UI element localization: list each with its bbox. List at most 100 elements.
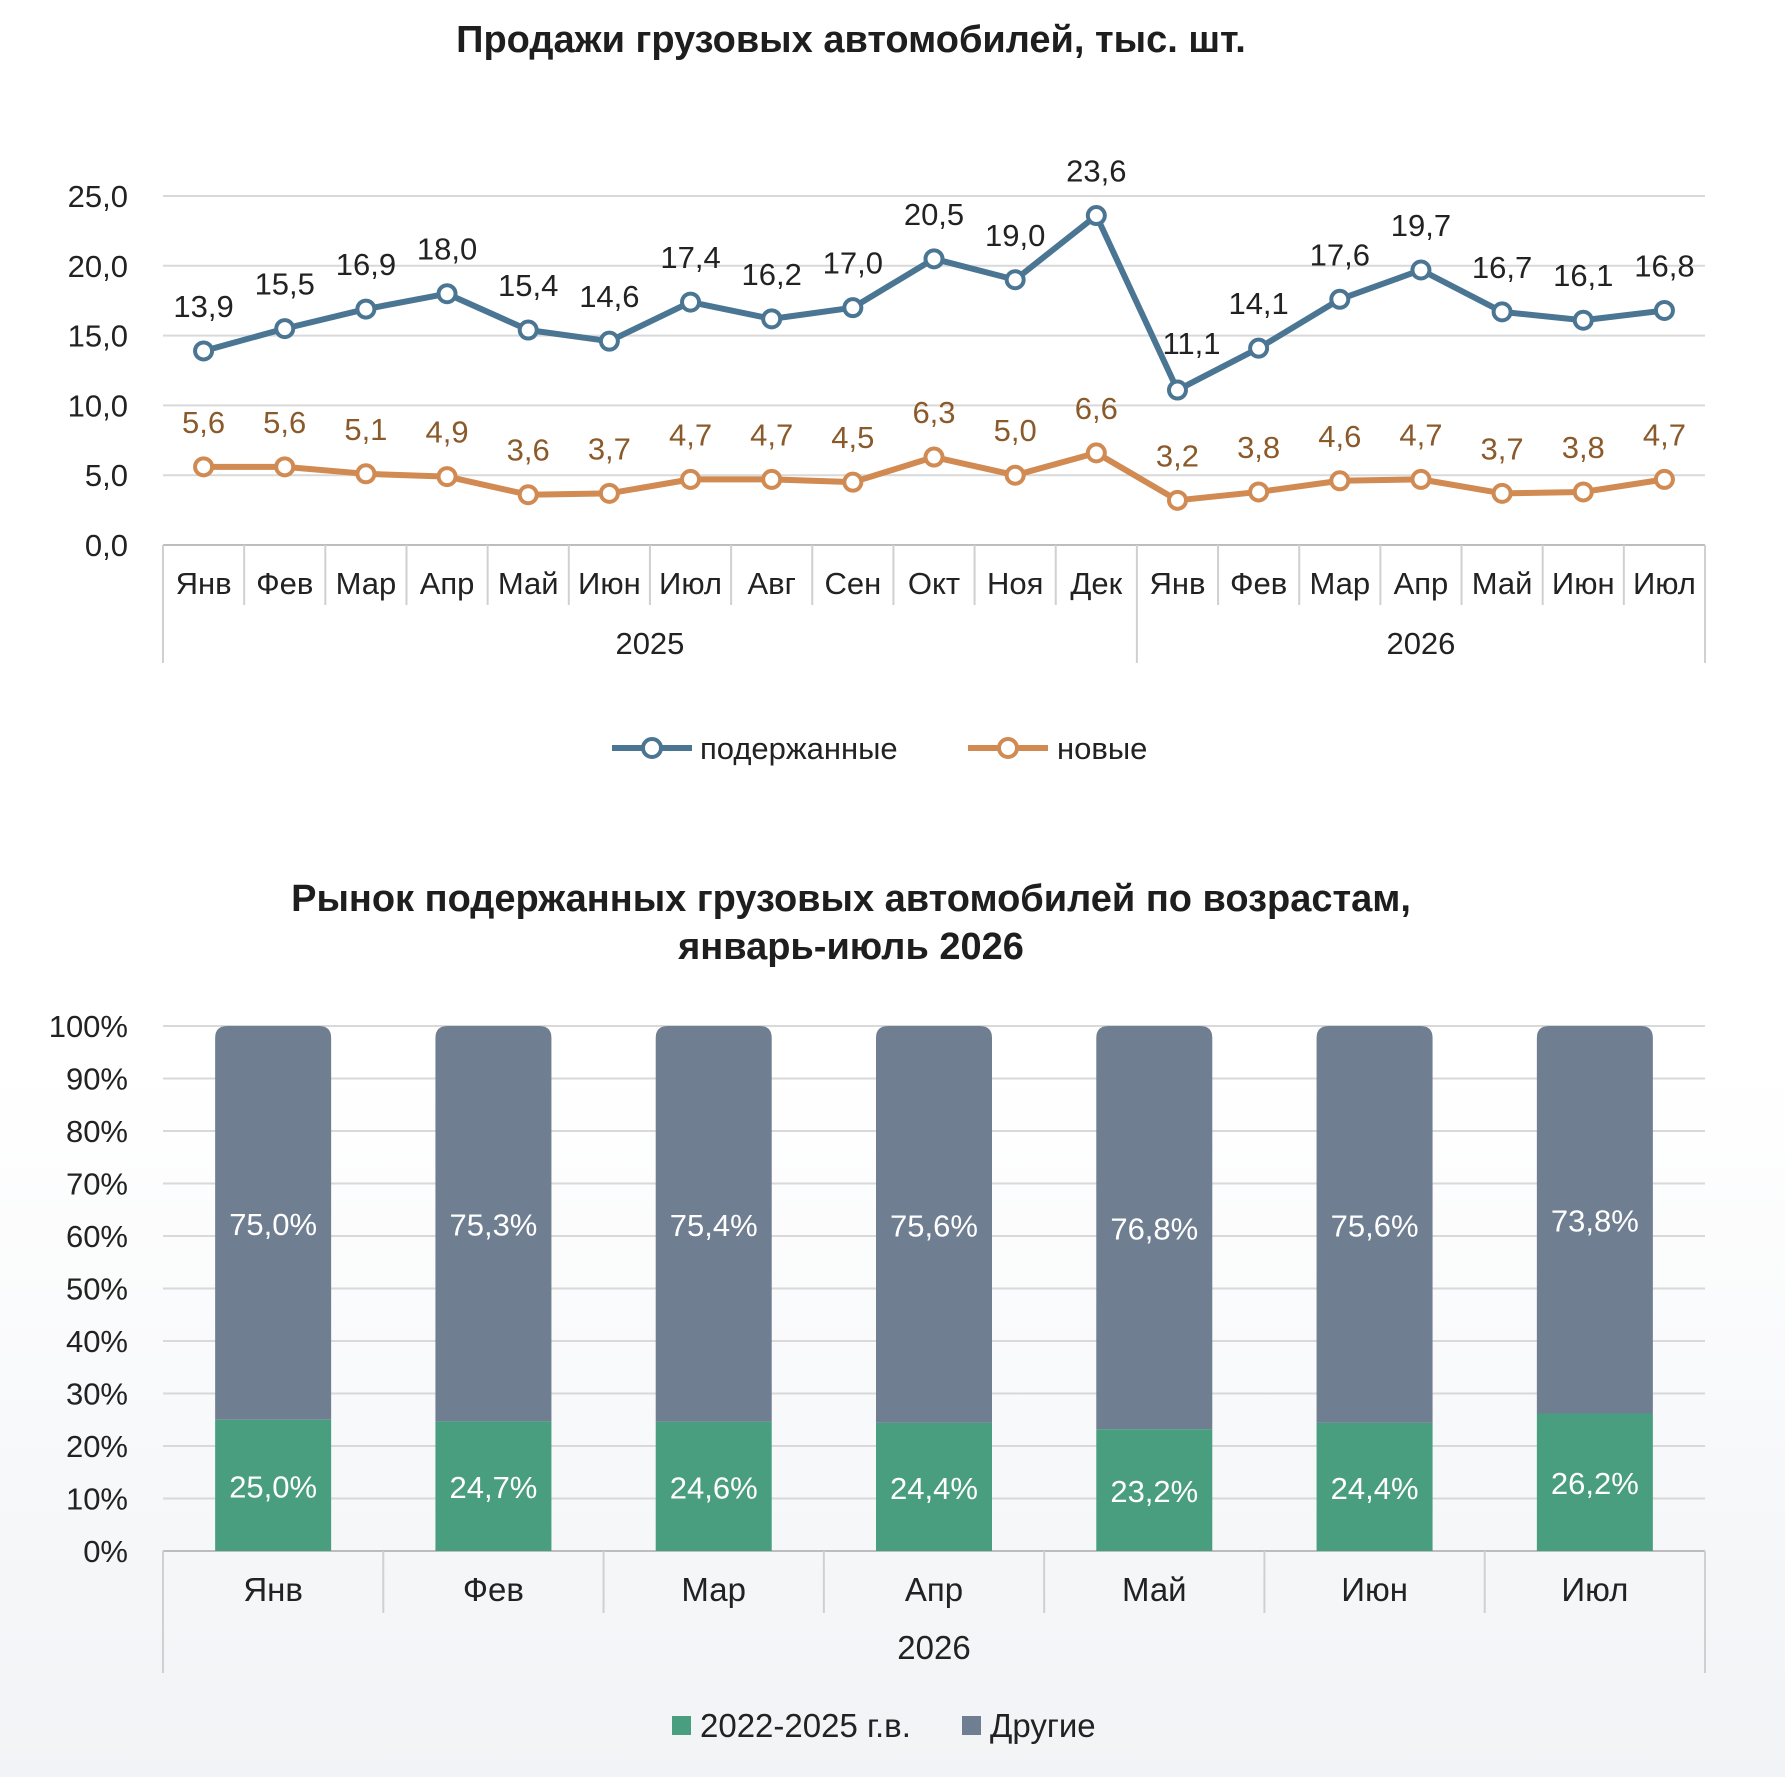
data-label: 17,4 — [660, 240, 720, 275]
data-point — [923, 446, 945, 468]
data-label: 17,6 — [1310, 237, 1370, 272]
data-label: 19,7 — [1391, 208, 1451, 243]
data-label: 15,5 — [255, 267, 315, 302]
bar-segment-Другие — [655, 1026, 772, 1422]
bar-segment-Другие — [215, 1026, 332, 1420]
data-point — [436, 283, 458, 305]
x-tick-label: Июл — [1561, 1571, 1628, 1608]
y-tick-label: 20,0 — [68, 249, 128, 284]
y-tick-label: 10,0 — [68, 388, 128, 423]
line-chart-title: Продажи грузовых автомобилей, тыс. шт. — [456, 19, 1246, 61]
data-label: 5,6 — [182, 405, 225, 440]
data-point — [598, 482, 620, 504]
legend-label: подержанные — [700, 731, 898, 766]
bar-segment-Другие — [435, 1026, 552, 1422]
data-label: 19,0 — [985, 218, 1045, 253]
data-label: 17,0 — [823, 246, 883, 281]
data-point — [842, 297, 864, 319]
x-tick-label: Дек — [1070, 566, 1122, 601]
y-tick-label: 30% — [66, 1377, 128, 1412]
bar-label: 75,3% — [449, 1208, 537, 1243]
bar-label: 75,6% — [890, 1208, 978, 1243]
data-label: 4,5 — [831, 420, 874, 455]
bar-segment-2022-2025 г.в. — [435, 1421, 552, 1551]
data-label: 16,7 — [1472, 250, 1532, 285]
data-point — [1248, 481, 1270, 503]
data-label: 3,8 — [1562, 430, 1605, 465]
y-tick-label: 25,0 — [68, 179, 128, 214]
legend-label: 2022-2025 г.в. — [700, 1707, 911, 1744]
bar-label: 25,0% — [229, 1469, 317, 1504]
y-tick-label: 50% — [66, 1272, 128, 1307]
data-label: 6,3 — [912, 395, 955, 430]
bar-label: 24,4% — [890, 1471, 978, 1506]
data-point — [1410, 468, 1432, 490]
bar-segment-2022-2025 г.в. — [215, 1419, 332, 1551]
x-tick-label: Июл — [659, 566, 722, 601]
y-tick-label: 0% — [83, 1534, 128, 1569]
data-point — [761, 468, 783, 490]
x-tick-label: Ноя — [987, 566, 1043, 601]
data-label: 18,0 — [417, 232, 477, 267]
x-tick-label: Апр — [1394, 566, 1449, 601]
data-point — [1166, 489, 1188, 511]
y-tick-label: 80% — [66, 1114, 128, 1149]
bar-segment-Другие — [876, 1026, 992, 1423]
data-point — [1491, 301, 1513, 323]
x-tick-label: Фев — [463, 1571, 524, 1608]
bar-label: 75,4% — [670, 1208, 758, 1243]
data-label: 11,1 — [1162, 326, 1220, 361]
bar-label: 24,4% — [1331, 1471, 1419, 1506]
data-label: 4,7 — [1643, 417, 1686, 452]
bar-label: 23,2% — [1110, 1474, 1198, 1509]
data-point — [1248, 337, 1270, 359]
y-tick-label: 60% — [66, 1219, 128, 1254]
x-tick-label: Окт — [908, 566, 960, 601]
bar-segment-Другие — [1096, 1026, 1213, 1430]
bar-chart-title-line: Рынок подержанных грузовых автомобилей п… — [291, 878, 1411, 920]
data-label: 15,4 — [498, 268, 558, 303]
data-label: 3,7 — [588, 431, 631, 466]
data-point — [1004, 464, 1026, 486]
x-tick-label: Авг — [747, 566, 795, 601]
data-label: 14,1 — [1228, 286, 1288, 321]
legend-marker — [641, 737, 663, 759]
x-tick-label: Фев — [1230, 566, 1287, 601]
y-tick-label: 20% — [66, 1429, 128, 1464]
x-tick-label: Июн — [1341, 1571, 1408, 1608]
data-label: 3,7 — [1481, 431, 1524, 466]
x-tick-label: Май — [1122, 1571, 1187, 1608]
x-tick-label: Июн — [1552, 566, 1615, 601]
bar-chart-title-line: январь-июль 2026 — [677, 926, 1024, 968]
bar-segment-2022-2025 г.в. — [876, 1422, 992, 1551]
x-tick-label: Июл — [1633, 566, 1696, 601]
bar-label: 75,6% — [1331, 1208, 1419, 1243]
x-tick-label: Апр — [420, 566, 475, 601]
data-point — [1410, 259, 1432, 281]
data-label: 3,6 — [507, 433, 550, 468]
x-tick-label: Янв — [1149, 566, 1205, 601]
data-point — [842, 471, 864, 493]
x-tick-label: Мар — [336, 566, 397, 601]
data-label: 16,9 — [336, 247, 396, 282]
x-tick-label: Июн — [578, 566, 641, 601]
y-tick-label: 90% — [66, 1062, 128, 1097]
data-point — [680, 291, 702, 313]
data-label: 5,1 — [344, 412, 387, 447]
bar-label: 26,2% — [1551, 1466, 1639, 1501]
data-label: 20,5 — [904, 197, 964, 232]
x-tick-label: Мар — [1309, 566, 1370, 601]
group-label-2026: 2026 — [897, 1629, 970, 1666]
data-point — [436, 466, 458, 488]
data-label: 4,6 — [1318, 419, 1361, 454]
data-label: 4,7 — [1399, 417, 1442, 452]
legend-label: Другие — [990, 1707, 1096, 1744]
data-label: 16,1 — [1553, 258, 1613, 293]
bar-segment-Другие — [1316, 1026, 1433, 1423]
group-label-2026: 2026 — [1386, 626, 1455, 661]
data-point — [1653, 299, 1675, 321]
data-label: 13,9 — [173, 289, 233, 324]
y-tick-label: 5,0 — [85, 458, 128, 493]
group-label-2025: 2025 — [615, 626, 684, 661]
